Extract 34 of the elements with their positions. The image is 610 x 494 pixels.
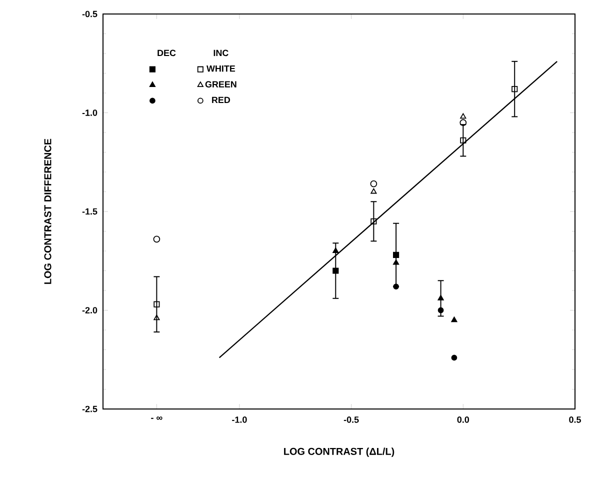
point: [393, 252, 400, 258]
point: [332, 268, 339, 274]
annotation: DEC: [158, 50, 176, 56]
y-tick-label: -2.5: [82, 406, 98, 412]
legend-label: WHITE: [206, 66, 236, 72]
point: [451, 354, 458, 361]
point: [154, 314, 160, 320]
point: [393, 259, 400, 265]
y-tick-label: -0.5: [82, 10, 98, 18]
y-tick-label: -1.0: [82, 110, 98, 116]
x-tick-label: -1.0: [232, 416, 247, 423]
legend-label: GREEN: [205, 81, 236, 88]
point: [512, 86, 518, 92]
point: [370, 218, 377, 224]
point: [154, 301, 160, 308]
y-tick-label: -2.0: [82, 307, 98, 314]
point: [370, 180, 378, 188]
x-tick-label: -0.5: [344, 416, 359, 423]
y-tick-label: -1.5: [82, 208, 98, 215]
x-tick-label: 0.0: [457, 416, 470, 423]
x-axis-title: LOG CONTRAST (ΔL/L): [284, 448, 394, 457]
legend-label: RED: [212, 96, 230, 104]
point: [451, 316, 458, 322]
point: [153, 236, 160, 243]
point: [460, 137, 466, 144]
point: [438, 294, 444, 300]
y-axis-title: LOG CONTRAST DIFFERENCE: [44, 138, 52, 284]
x-tick-label: - ∞: [151, 416, 162, 420]
annotation: INC: [214, 50, 228, 56]
point: [438, 307, 444, 314]
point: [370, 188, 377, 194]
x-tick-label: 0.5: [569, 416, 581, 423]
point: [332, 248, 339, 253]
point: [460, 113, 466, 119]
